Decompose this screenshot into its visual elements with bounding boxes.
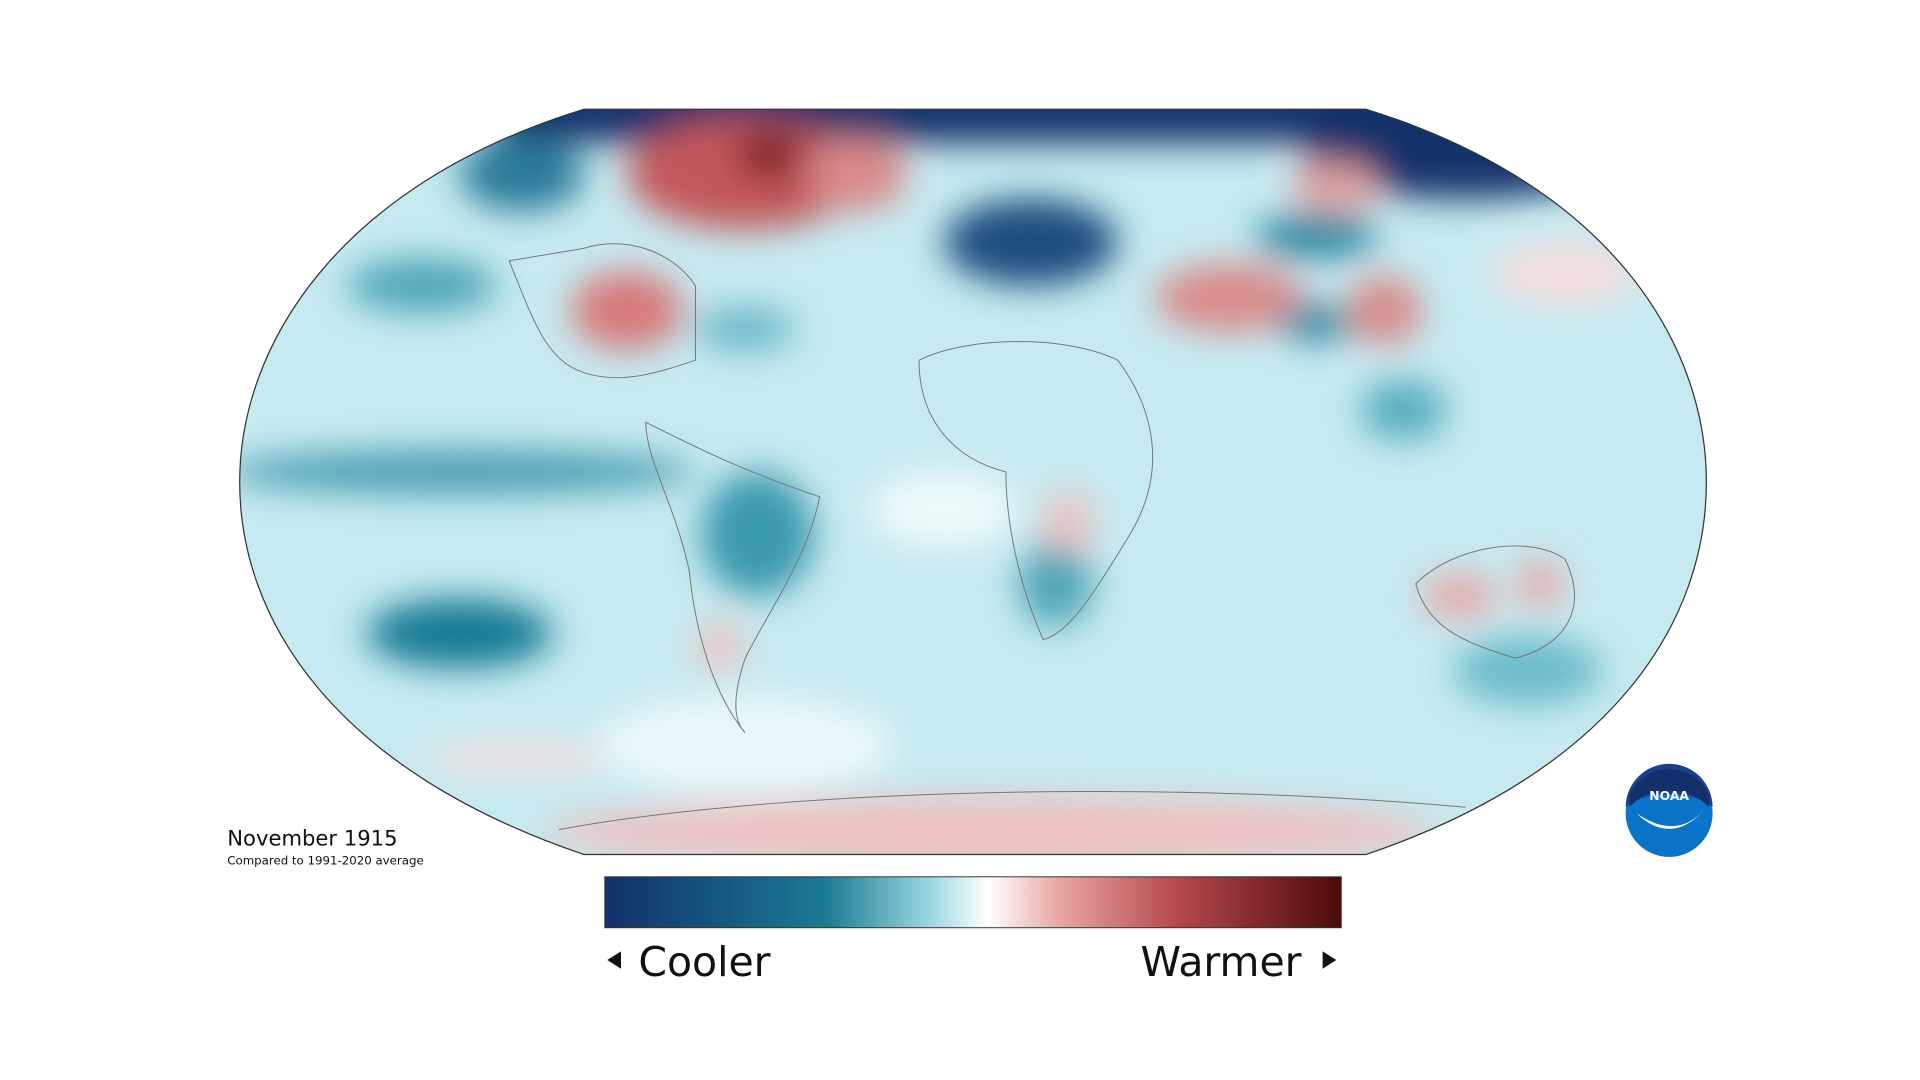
color-scale: [604, 876, 1342, 929]
coastline: [508, 243, 1575, 831]
arrow-right: [1322, 951, 1337, 969]
legend-high-label: Warmer: [1140, 938, 1301, 986]
map-outline: [239, 108, 1708, 856]
map: [239, 109, 1707, 855]
map-subtitle: Compared to 1991-2020 average: [227, 853, 423, 867]
logo-text: NOAA: [1649, 788, 1689, 803]
noaa-logo: NOAA: [1625, 763, 1713, 857]
arrow-left: [607, 951, 621, 969]
legend-low-label: Cooler: [638, 938, 770, 986]
map-title: November 1915: [227, 826, 397, 851]
